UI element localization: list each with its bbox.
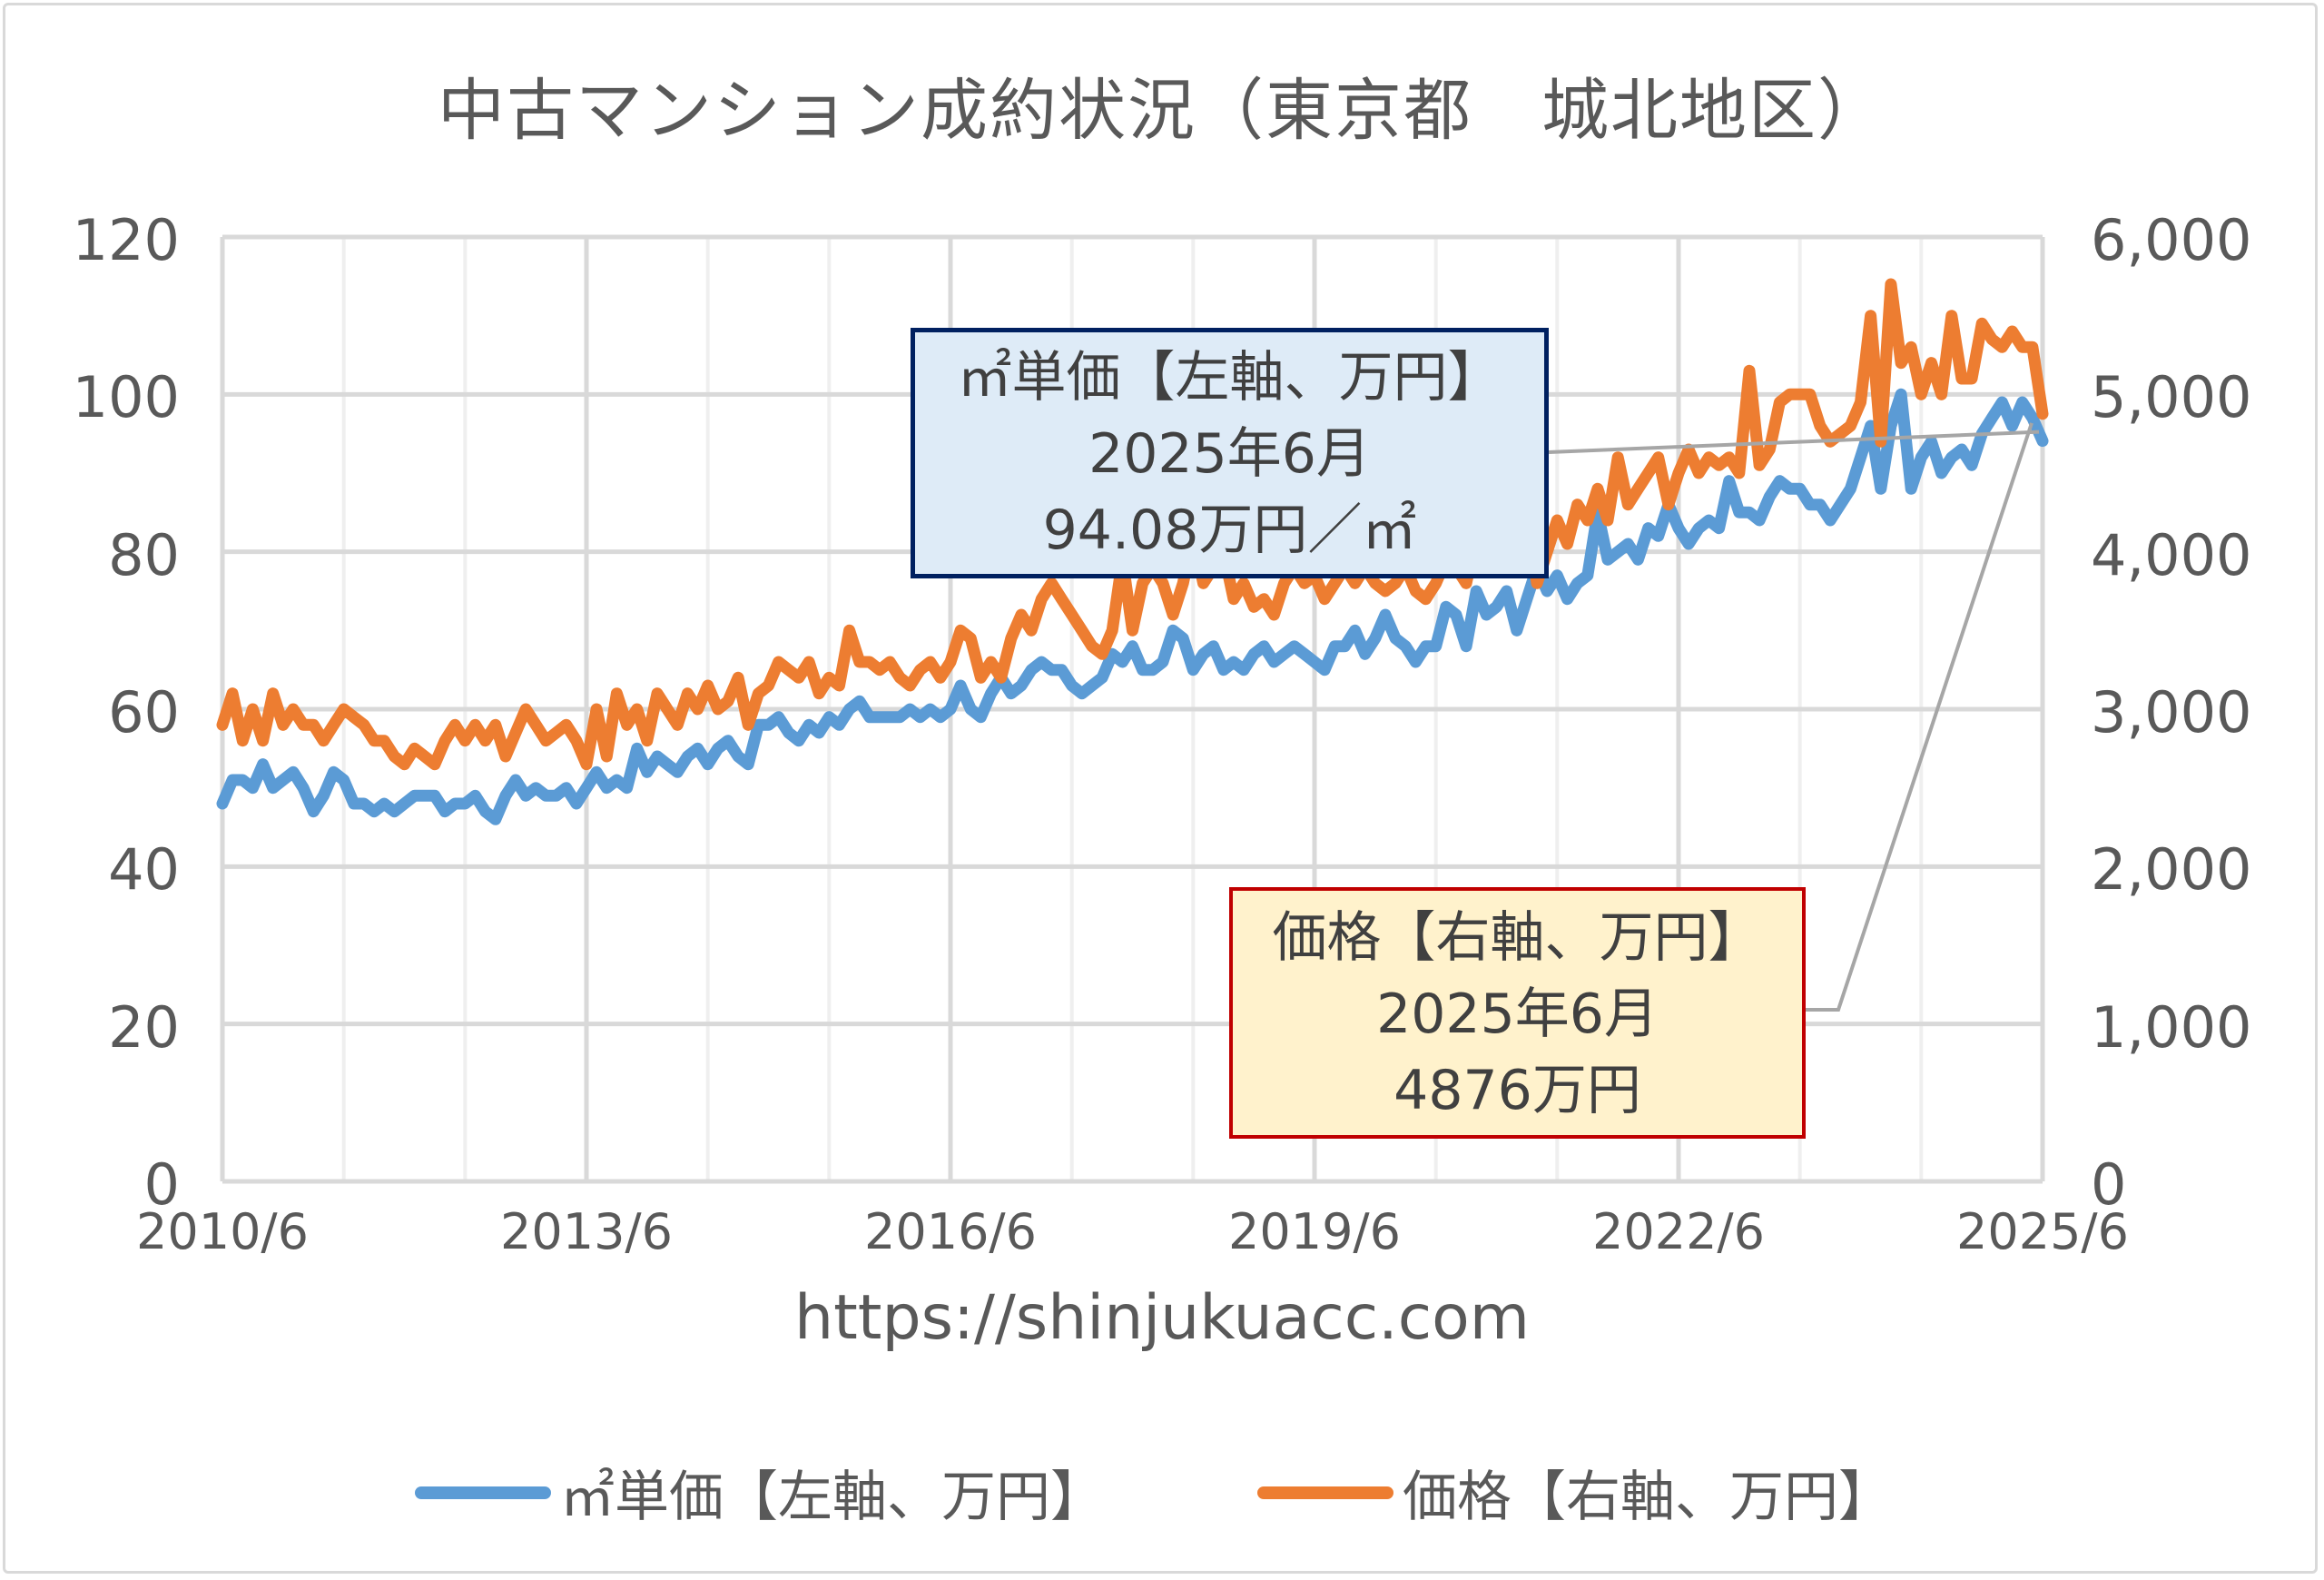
chart-frame [3,3,2318,1574]
series-lines [216,278,2049,825]
y-left-tick: 20 [108,994,180,1061]
leader-line-price-per-sqm [1548,430,2040,454]
y-left-tick: 0 [143,1151,180,1218]
y-left-tick: 100 [72,364,180,430]
legend-swatch [415,1486,551,1499]
x-tick: 2025/6 [1956,1203,2129,1260]
callout-value: 4876万円 [1393,1059,1641,1122]
callout-price: 価格【右軸、万円】 2025年6月 4876万円 [1229,887,1806,1139]
callout-date: 2025年6月 [1376,983,1659,1046]
y-right-tick: 4,000 [2091,522,2252,588]
y-right-tick: 3,000 [2091,679,2252,746]
y-right-tick: 2,000 [2091,836,2252,903]
y-left-tick: 120 [72,207,180,273]
legend-swatch [1257,1486,1393,1499]
y-right-tick: 5,000 [2091,364,2252,430]
callout-label: 価格【右軸、万円】 [1272,906,1763,970]
legend-label: ㎡単価【左軸、万円】 [560,1466,1105,1529]
y-left-tick: 80 [108,522,180,588]
y-left-tick: 60 [108,679,180,746]
chart-title: 中古マンション成約状況（東京都 城北地区） [438,72,1886,150]
series-line-price [216,278,2049,771]
callout-value: 94.08万円／㎡ [1042,499,1417,562]
leader-line-price [1806,422,2034,1012]
legend-label: 価格【右軸、万円】 [1403,1466,1893,1529]
callout-price-per-sqm: ㎡単価【左軸、万円】 2025年6月 94.08万円／㎡ [911,328,1549,578]
x-tick: 2019/6 [1228,1203,1401,1260]
y-left-tick: 40 [108,836,180,903]
x-tick: 2010/6 [136,1203,309,1260]
series-line-price-per-sqm [216,388,2049,825]
y-right-tick: 1,000 [2091,994,2252,1061]
x-tick: 2022/6 [1592,1203,1765,1260]
x-tick: 2016/6 [864,1203,1037,1260]
callout-leader-lines [1548,422,2040,1012]
source-url: https://shinjukuacc.com [794,1282,1530,1354]
callout-date: 2025年6月 [1088,422,1371,486]
legend-item-price-per-sqm: ㎡単価【左軸、万円】 [415,1453,1105,1532]
legend-item-price: 価格【右軸、万円】 [1257,1453,1893,1532]
callout-label: ㎡単価【左軸、万円】 [957,346,1502,410]
y-right-tick: 6,000 [2091,207,2252,273]
x-tick: 2013/6 [500,1203,673,1260]
y-right-tick: 0 [2091,1151,2127,1218]
